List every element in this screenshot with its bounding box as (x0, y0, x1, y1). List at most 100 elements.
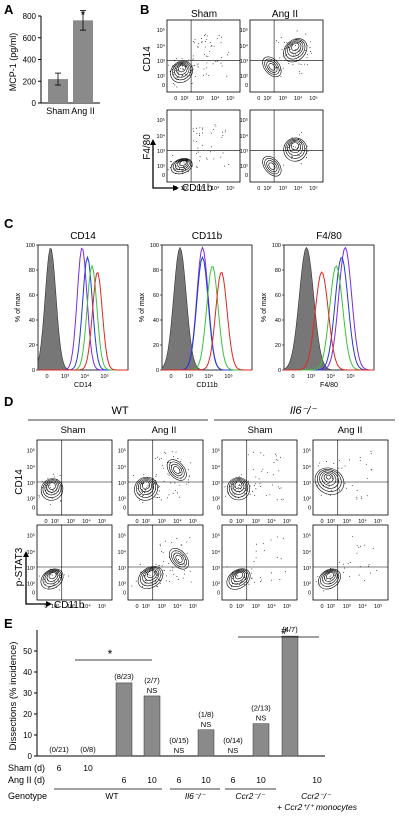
panel-d-r2c4-event-dot (322, 585, 324, 587)
panel-b-angii-cd14-contour (287, 40, 304, 57)
panel-b-angii-f480-ytick: 10³ (240, 149, 248, 155)
panel-e-ns-label: NS (174, 746, 184, 755)
panel-d-r1c2-event-dot (152, 487, 154, 489)
panel-d-r1c2-event-dot (189, 462, 191, 464)
panel-d-r2c4-event-dot (372, 548, 374, 550)
panel-b-sham-f480-ytick: 0 (162, 173, 165, 179)
panel-b-sham-cd14-event-dot (197, 63, 199, 65)
panel-d-r1c2-event-dot (151, 479, 153, 481)
panel-d-r1c4-event-dot (356, 498, 358, 500)
panel-b-sham-cd14-event-dot (198, 43, 200, 45)
panel-c-xtick-label: 10⁴ (327, 373, 336, 380)
panel-d-r1c1-event-dot (52, 490, 54, 491)
panel-b-angii-f480-contour (266, 160, 278, 173)
panel-b-sham-cd14-event-dot (173, 65, 174, 67)
panel-d-r2c3-event-dot (234, 576, 236, 578)
panel-d-r1c2-plot: 0 10² 10³ 10⁴ 10⁵ 0 10² 10³ 10⁴ 10⁵ (118, 439, 204, 525)
panel-d-r2c2-event-dot (143, 575, 145, 576)
panel-b-sham-f480-event-dot (199, 127, 201, 129)
panel-b-sham-cd14-event-dot (221, 57, 223, 59)
panel-b-angii-f480-ytick: 0 (245, 173, 248, 179)
panel-d-r1c1-event-dot (41, 481, 43, 483)
panel-d-r2c2-contour (144, 569, 158, 581)
panel-b-angii-f480-event-dot (300, 147, 301, 149)
panel-d-r2c3-event-dot (285, 571, 286, 573)
panel-e-bar (197, 729, 215, 757)
panel-d-r1c3-event-dot (235, 482, 237, 484)
panel-d-r1c1-event-dot (52, 479, 54, 480)
panel-e-ytick-label: 30 (23, 689, 32, 698)
panel-d-r2c2-event-dot (131, 585, 133, 587)
panel-d-r2c2-event-dot (155, 563, 157, 565)
panel-b-sham-cd14-event-dot (194, 75, 196, 77)
panel-d-r2c3-event-dot (226, 566, 228, 568)
panel-d-r2c4-event-dot (329, 582, 331, 584)
panel-d-r1c2-event-dot (175, 490, 177, 491)
panel-d-r1c3-ytick: 0 (217, 506, 220, 512)
panel-d-r2c3-xtick: 10⁴ (267, 603, 276, 610)
panel-b-sham-cd14-event-dot (168, 64, 170, 66)
panel-d-r2c2-event-dot (190, 581, 192, 583)
panel-d-r1c4-event-dot (320, 494, 322, 496)
panel-d-r2c1-event-dot (57, 578, 59, 580)
panel-d-r2c3-event-dot (241, 581, 243, 583)
panel-d-r1c4-event-dot (344, 465, 346, 467)
panel-d-r2c2-event-dot (169, 557, 171, 559)
panel-d-r2c1-event-dot (44, 574, 46, 576)
panel-b-sham-cd14-event-dot (204, 46, 206, 48)
panel-e-angii-day: 10 (256, 775, 266, 785)
panel-b-sham-cd14-event-dot (176, 76, 178, 78)
panel-b-sham-f480-xtick: 10⁴ (211, 185, 220, 192)
panel-b-sham-cd14-event-dot (175, 69, 177, 71)
panel-d-r1c1-event-dot (55, 490, 57, 492)
panel-b-angii-f480-event-dot (299, 134, 301, 136)
panel-e-angii-day: 10 (201, 775, 211, 785)
panel-d-r1c3-event-dot (275, 459, 277, 461)
panel-d-r1c2-event-dot (157, 456, 158, 458)
panel-d-r1c2-event-dot (167, 473, 169, 475)
panel-d-r1c4-xtick: 10⁵ (374, 518, 382, 525)
panel-d-r1c4-event-dot (351, 484, 353, 486)
panel-b-angii-f480-contour (283, 137, 308, 162)
panel-d-axis-arrow (25, 555, 48, 605)
panel-b-sham-f480-ytick: 10³ (157, 149, 165, 155)
panel-d-r1c1-ytick: 10³ (27, 481, 35, 487)
panel-b-sham-f480-event-dot (202, 132, 203, 134)
panel-d-r2c3-xtick: 10⁵ (283, 603, 291, 610)
panel-b-sham-f480-event-dot (187, 165, 189, 167)
panel-b-sham-cd14-event-dot (206, 67, 207, 69)
panel-d-r1c2-event-dot (163, 451, 165, 453)
panel-d-r2c1-event-dot (54, 584, 56, 586)
panel-d-r1c4-event-dot (330, 489, 332, 491)
panel-b-sham-f480-event-dot (222, 152, 224, 154)
panel-d-r2c3-plot: 0 10² 10³ 10⁴ 10⁵ 0 10² 10³ 10⁴ 10⁵ (212, 524, 298, 610)
panel-b-sham-cd14-contour (172, 61, 192, 81)
panel-d-r1c1-event-dot (45, 485, 47, 486)
panel-d-r1c4-event-dot (365, 463, 367, 465)
panel-b-angii-cd14-event-dot (284, 48, 286, 50)
panel-b-angii-f480-event-dot (298, 155, 300, 157)
panel-b-sham-cd14-event-dot (216, 38, 218, 40)
panel-d-r2c1-event-dot (57, 571, 59, 573)
panel-d-r2c4-event-dot (352, 535, 354, 537)
panel-b-angii-cd14-event-dot (279, 57, 281, 59)
panel-b-sham-f480-event-dot (174, 164, 176, 166)
panel-c-xtick-label: 10⁵ (100, 373, 108, 380)
panel-d-r2c2-event-dot (183, 563, 185, 565)
panel-d-r1c2-event-dot (155, 458, 156, 460)
panel-d-r1c2-event-dot (145, 481, 147, 483)
panel-d-r1c1-event-dot (49, 503, 51, 505)
panel-d-r2c2-ytick: 10⁴ (118, 549, 127, 556)
panel-b-angii-cd14-event-dot (296, 30, 298, 32)
panel-d-r1c1-event-dot (50, 481, 52, 483)
panel-b-angii-cd14-event-dot (297, 55, 299, 57)
panel-d-r1c1-ytick: 10⁴ (27, 464, 36, 471)
panel-d-r2c2-event-dot (183, 573, 185, 575)
panel-d-r1c4-event-dot (317, 465, 319, 467)
panel-b-sham-cd14-ytick: 0 (162, 83, 165, 89)
panel-d-r2c2-event-dot (161, 550, 163, 552)
panel-d-r1c3-event-dot (243, 480, 245, 482)
panel-d-r2c2-event-dot (156, 581, 158, 583)
panel-b-sham-f480-event-dot (190, 168, 192, 170)
